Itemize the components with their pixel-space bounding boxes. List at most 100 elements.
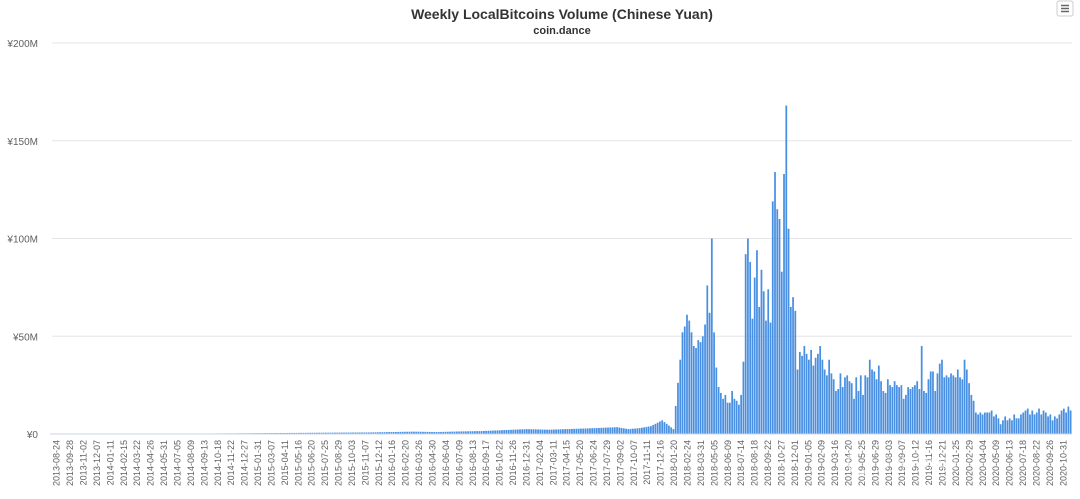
x-tick-label: 2018-05-05	[709, 440, 719, 486]
bar	[383, 432, 386, 434]
bar	[945, 375, 948, 434]
bar	[575, 428, 578, 434]
bar	[807, 359, 810, 434]
bar	[656, 422, 659, 434]
bar	[661, 420, 664, 434]
bar	[954, 377, 957, 434]
bar	[1049, 414, 1052, 434]
bar	[322, 432, 325, 434]
bar	[726, 402, 729, 434]
bar	[390, 432, 393, 434]
bar	[839, 373, 842, 434]
bar	[701, 336, 704, 434]
x-tick-label: 2019-09-07	[897, 440, 907, 486]
x-tick-label: 2019-06-29	[870, 440, 880, 486]
bar	[523, 429, 526, 434]
bar	[550, 429, 553, 434]
bar	[965, 369, 968, 434]
hamburger-menu-icon[interactable]	[1056, 0, 1074, 17]
bar	[889, 385, 891, 435]
bar	[882, 390, 885, 434]
y-tick-label: ¥150M	[6, 137, 38, 148]
bar	[309, 432, 312, 434]
bar	[458, 431, 460, 434]
x-tick-label: 2013-12-07	[92, 440, 102, 486]
bar	[789, 306, 792, 434]
x-tick-label: 2015-05-16	[293, 440, 303, 486]
bar	[823, 369, 826, 434]
x-tick-label: 2017-09-02	[615, 440, 625, 486]
bar	[469, 431, 472, 434]
x-tick-label: 2016-01-16	[387, 440, 397, 486]
bar	[374, 432, 377, 434]
bar	[1006, 420, 1009, 434]
bar	[297, 432, 300, 434]
bar	[620, 427, 623, 434]
bar	[422, 431, 424, 434]
bar	[902, 398, 905, 434]
x-tick-label: 2020-04-04	[978, 440, 988, 486]
bar	[602, 427, 605, 434]
bar	[981, 414, 984, 434]
x-tick-label: 2018-06-09	[723, 440, 733, 486]
x-tick-label: 2013-09-28	[65, 440, 75, 486]
bar	[600, 427, 603, 434]
x-tick-label: 2018-10-27	[776, 440, 786, 486]
bar	[1035, 412, 1038, 434]
bar	[925, 392, 928, 434]
bar	[880, 381, 882, 434]
bar	[1031, 410, 1034, 434]
bar	[446, 431, 449, 434]
x-tick-label: 2017-02-04	[535, 440, 545, 486]
bar	[604, 427, 607, 434]
bar	[300, 432, 302, 434]
bar	[413, 431, 415, 434]
bar	[914, 385, 916, 435]
bar	[546, 429, 548, 434]
bar	[643, 427, 645, 434]
bar	[941, 359, 943, 434]
x-tick-label: 2017-11-11	[642, 440, 652, 485]
bar	[408, 431, 411, 434]
bar	[1017, 418, 1020, 434]
bar	[728, 402, 731, 434]
bar	[785, 105, 788, 434]
bar	[740, 394, 743, 434]
bar	[932, 371, 934, 434]
bar	[361, 432, 363, 434]
bar	[573, 428, 576, 434]
bar	[510, 429, 512, 434]
bar	[295, 432, 298, 434]
bar	[417, 431, 420, 434]
bar	[848, 381, 851, 434]
bar	[525, 429, 528, 434]
bar	[936, 373, 939, 434]
bar	[415, 431, 418, 434]
bar	[1042, 410, 1045, 434]
bar	[767, 289, 770, 434]
bar	[875, 379, 878, 434]
bar	[650, 426, 652, 434]
x-tick-label: 2018-09-22	[763, 440, 773, 486]
x-tick-label: 2015-06-20	[307, 440, 317, 486]
bar	[424, 431, 427, 434]
bar	[891, 387, 894, 434]
bar	[582, 428, 585, 434]
bar	[717, 387, 720, 434]
watermark: Coinvoice	[847, 449, 957, 475]
x-tick-label: 2014-01-11	[105, 440, 115, 485]
bar	[473, 431, 476, 434]
bar	[857, 390, 860, 434]
bar	[580, 428, 582, 434]
bar	[997, 418, 1000, 434]
bar	[1069, 410, 1072, 434]
bar	[1038, 408, 1040, 434]
bar	[636, 428, 639, 434]
x-tick-label: 2015-01-31	[253, 440, 263, 486]
bar	[983, 412, 986, 434]
bar	[866, 377, 869, 434]
x-tick-label: 2018-02-24	[683, 440, 693, 486]
bar	[776, 209, 779, 434]
bar	[442, 431, 445, 434]
bar	[334, 432, 336, 434]
